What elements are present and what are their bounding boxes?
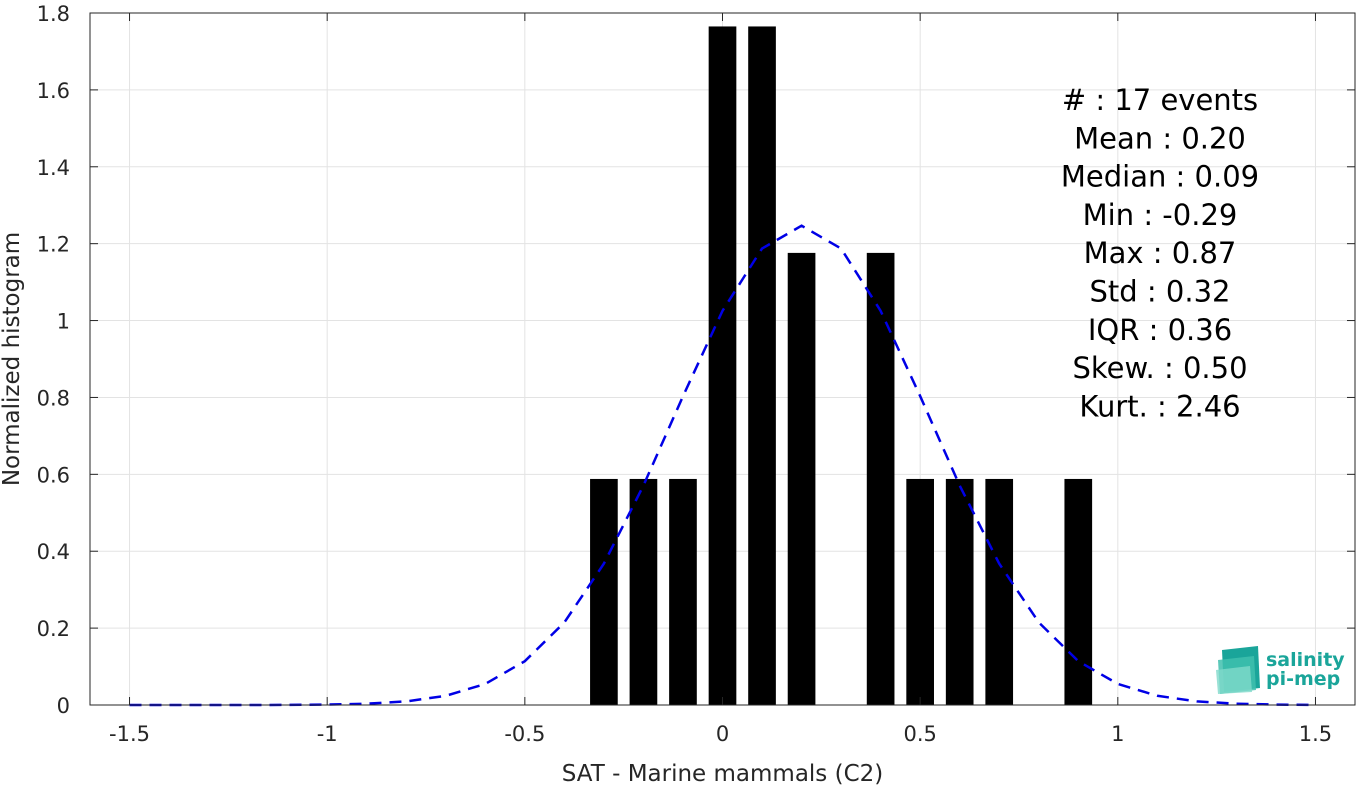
y-axis-ticks: 0 0.2 0.4 0.6 0.8 1 1.2 1.4 1.6 1.8 (37, 2, 1355, 718)
histogram-bar (906, 478, 934, 705)
y-tick-label: 1.6 (37, 79, 70, 103)
stats-line: # : 17 events (1062, 83, 1258, 117)
stats-line: Kurt. : 2.46 (1079, 389, 1240, 423)
y-tick-label: 0.4 (37, 540, 70, 564)
x-tick-label: 0 (716, 722, 729, 746)
stats-line: Max : 0.87 (1084, 236, 1237, 270)
x-axis-ticks: -1.5 -1 -0.5 0 0.5 1 1.5 (109, 13, 1332, 746)
histogram-bar (945, 478, 974, 705)
y-tick-label: 0.2 (37, 617, 70, 641)
y-axis-label: Normalized histogram (0, 232, 25, 486)
y-tick-label: 1 (57, 310, 70, 334)
histogram-bar (669, 478, 697, 705)
stats-line: Std : 0.32 (1090, 275, 1231, 309)
stats-box: # : 17 events Mean : 0.20 Median : 0.09 Min… (1061, 83, 1259, 423)
gaussian-fit-curve (129, 224, 1316, 707)
y-tick-label: 1.2 (37, 233, 70, 257)
stats-line: Mean : 0.20 (1074, 121, 1246, 155)
x-tick-label: -1 (317, 722, 338, 746)
histogram-bar (787, 252, 816, 706)
x-axis-label: SAT - Marine mammals (C2) (562, 761, 884, 785)
salinity-pi-mep-logo: salinity pi-mep (1216, 646, 1345, 694)
x-tick-label: 1.5 (1299, 722, 1332, 746)
y-tick-label: 1.8 (37, 2, 70, 26)
y-tick-label: 0 (57, 694, 70, 718)
histogram-bar (985, 478, 1014, 705)
y-tick-label: 1.4 (37, 156, 70, 180)
x-tick-label: 0.5 (903, 722, 936, 746)
stats-line: Median : 0.09 (1061, 160, 1259, 194)
x-tick-label: -1.5 (109, 722, 150, 746)
x-tick-label: 1 (1111, 722, 1124, 746)
histogram-bar (590, 478, 618, 705)
histogram-bar (1064, 478, 1093, 705)
logo-line2: pi-mep (1266, 668, 1340, 690)
histogram-bar (629, 478, 658, 705)
y-tick-label: 0.6 (37, 463, 70, 487)
histogram-bar (708, 26, 737, 705)
logo-waves-icon (1216, 646, 1260, 694)
histogram-bar (748, 26, 776, 705)
bars (590, 26, 1093, 706)
y-tick-label: 0.8 (37, 386, 70, 410)
logo-line1: salinity (1266, 649, 1345, 671)
stats-line: IQR : 0.36 (1088, 313, 1232, 347)
stats-line: Min : -0.29 (1083, 198, 1238, 232)
histogram-bar (866, 252, 895, 706)
stats-line: Skew. : 0.50 (1072, 351, 1247, 385)
x-tick-label: -0.5 (504, 722, 545, 746)
